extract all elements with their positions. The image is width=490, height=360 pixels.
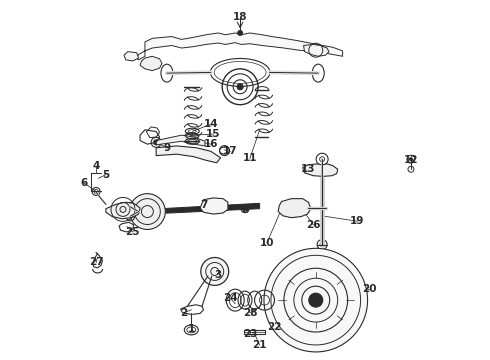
Text: 12: 12 [404,155,418,165]
Text: 14: 14 [203,120,218,129]
Text: 11: 11 [243,153,257,163]
Polygon shape [147,203,260,214]
Polygon shape [124,51,139,61]
Text: 3: 3 [215,270,222,280]
Text: 28: 28 [243,308,257,318]
Text: 18: 18 [233,12,247,22]
Polygon shape [304,44,329,56]
Circle shape [320,243,324,247]
Text: 25: 25 [125,227,140,237]
Text: 27: 27 [89,257,103,267]
Polygon shape [106,202,140,219]
Text: 9: 9 [163,143,171,153]
Circle shape [243,207,247,211]
Circle shape [201,257,229,285]
Circle shape [309,293,323,307]
Text: 24: 24 [223,293,238,303]
Text: 15: 15 [206,129,220,139]
Text: 2: 2 [180,308,188,318]
Text: 17: 17 [223,146,238,156]
Polygon shape [303,164,338,176]
Text: 13: 13 [301,164,316,174]
Polygon shape [137,33,343,60]
Text: 23: 23 [243,329,257,339]
Polygon shape [278,199,311,218]
Text: 8: 8 [242,206,248,216]
Circle shape [410,158,413,161]
Text: 4: 4 [93,161,100,171]
Text: 5: 5 [102,170,109,180]
Circle shape [238,31,243,35]
Polygon shape [156,146,220,163]
Text: 26: 26 [306,220,320,230]
Circle shape [154,140,159,145]
Circle shape [237,84,243,90]
Text: 1: 1 [188,324,195,334]
Polygon shape [156,135,205,146]
Text: 10: 10 [260,238,274,248]
Circle shape [264,248,368,352]
Circle shape [129,194,165,229]
Polygon shape [140,56,162,71]
Text: 20: 20 [362,284,377,294]
Text: 6: 6 [80,178,88,188]
Polygon shape [200,198,228,214]
Text: 16: 16 [203,139,218,149]
Text: 7: 7 [200,200,207,210]
Text: 19: 19 [350,216,365,226]
Text: 21: 21 [252,340,267,350]
Text: 22: 22 [267,322,282,332]
